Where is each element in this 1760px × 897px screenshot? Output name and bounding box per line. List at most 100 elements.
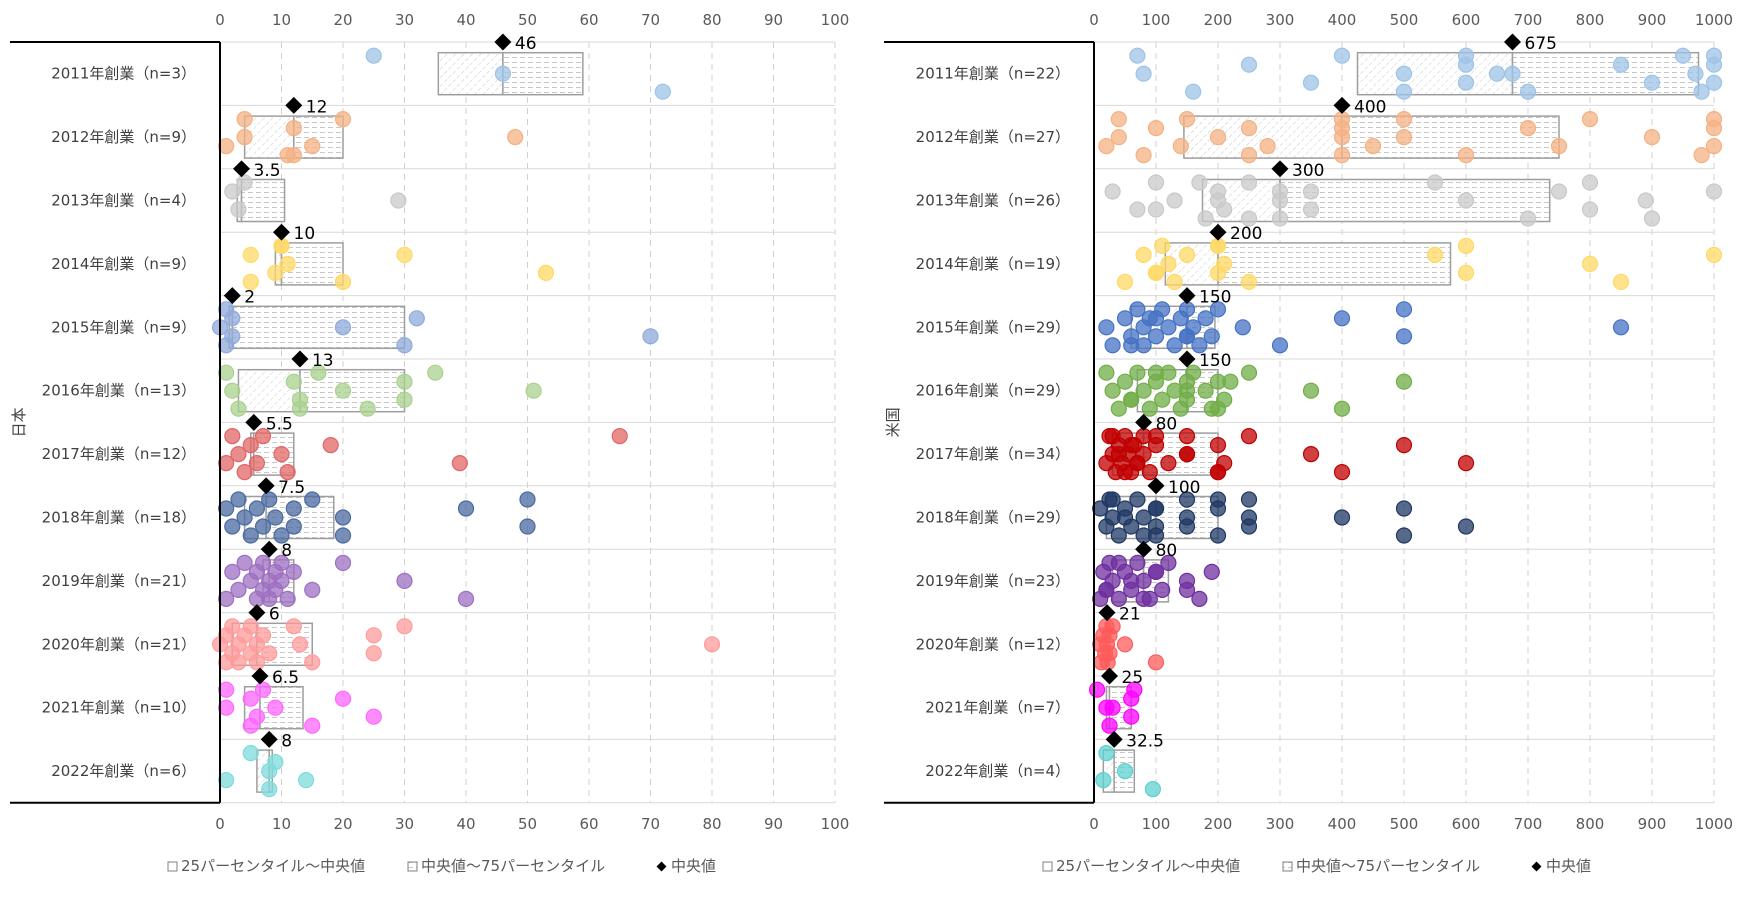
data-point [1101,645,1118,662]
data-point [285,120,302,137]
data-point [1395,527,1413,544]
data-point [1147,328,1165,345]
data-point [1705,110,1723,128]
data-point [1209,129,1227,146]
data-point [1116,762,1134,780]
category-label: 2015年創業（n=29） [916,318,1070,336]
data-point [242,618,259,635]
data-point [451,455,468,472]
data-point [1302,201,1320,218]
data-point [1457,237,1475,254]
data-point [1209,464,1227,481]
data-point [334,690,352,707]
data-point [1178,446,1196,463]
data-point [224,618,241,635]
median-marker [273,223,290,241]
data-point [1172,138,1189,155]
legend-q3-swatch [407,861,418,872]
median-marker [1504,33,1521,51]
data-point [1129,47,1146,64]
data-point [1209,192,1227,209]
legend-q3-label: 中央値～75パーセンタイル [1296,857,1480,875]
data-point [1178,246,1196,263]
x-tick-label-bottom: 90 [764,815,783,833]
data-point [1116,373,1134,390]
data-point [1110,554,1127,572]
x-tick-label-bottom: 0 [215,815,225,833]
data-point [1098,581,1115,599]
data-point [1457,74,1475,91]
data-point [1178,382,1196,399]
data-point [1519,120,1537,137]
data-point [254,627,272,644]
x-tick-label-bottom: 80 [702,815,721,833]
category-label: 2011年創業（n=22） [916,65,1070,83]
data-point [285,518,302,535]
data-point [1457,518,1475,535]
legend-median-swatch [656,861,667,872]
data-point [285,147,302,164]
legend-median-swatch [1531,861,1542,872]
data-point [304,581,321,599]
x-tick-label-top: 50 [518,11,537,29]
data-point [1104,491,1121,508]
data-point [1123,337,1140,354]
x-tick-label-bottom: 0 [1089,815,1099,833]
median-value-label: 7.5 [278,478,305,498]
data-point [1550,183,1568,200]
data-point [1693,147,1710,164]
median-value-label: 10 [294,224,316,244]
median-marker [1101,667,1118,685]
data-point [1457,264,1475,281]
box-median-q3 [1511,51,1700,96]
data-point [654,83,671,100]
data-point [1705,47,1723,64]
data-point [1160,554,1177,572]
data-point [1154,391,1171,408]
data-point [230,654,247,671]
data-point [703,636,721,653]
data-point [1395,110,1413,128]
category-label: 2022年創業（n=4） [925,762,1070,780]
data-point [365,627,382,644]
box-median-q3 [1279,178,1551,223]
data-point [1110,590,1127,608]
data-point [254,428,272,445]
data-point [304,491,321,508]
category-label: 2014年創業（n=19） [916,255,1070,273]
data-point [1098,138,1115,155]
data-point [1104,382,1121,399]
data-point [224,382,241,399]
data-point [248,654,265,671]
data-point [267,264,284,281]
data-point [304,717,321,734]
data-point [254,681,272,698]
data-point [1216,255,1233,272]
data-point [1135,509,1152,526]
data-point [236,110,253,128]
data-point [285,500,302,517]
data-point [1166,273,1183,290]
data-point [248,455,265,472]
data-point [285,563,302,581]
data-point [1259,138,1276,155]
data-point [304,138,321,155]
median-marker [1209,223,1227,241]
data-point [1234,319,1251,336]
category-label: 2018年創業（n=29） [916,509,1070,527]
data-point [1395,373,1413,390]
data-point [1166,337,1183,354]
median-value-label: 32.5 [1126,731,1164,751]
median-marker [245,413,263,431]
data-point [1116,310,1134,327]
data-point [1395,65,1413,82]
data-point [224,563,241,581]
data-point [285,373,302,390]
category-label: 2021年創業（n=10） [42,699,196,717]
category-label: 2017年創業（n=12） [42,445,196,463]
legend-q1-label: 25パーセンタイル～中央値 [181,857,365,875]
data-point [1457,192,1475,209]
median-value-label: 2 [244,288,255,308]
data-point [334,273,352,290]
data-point [396,337,413,354]
